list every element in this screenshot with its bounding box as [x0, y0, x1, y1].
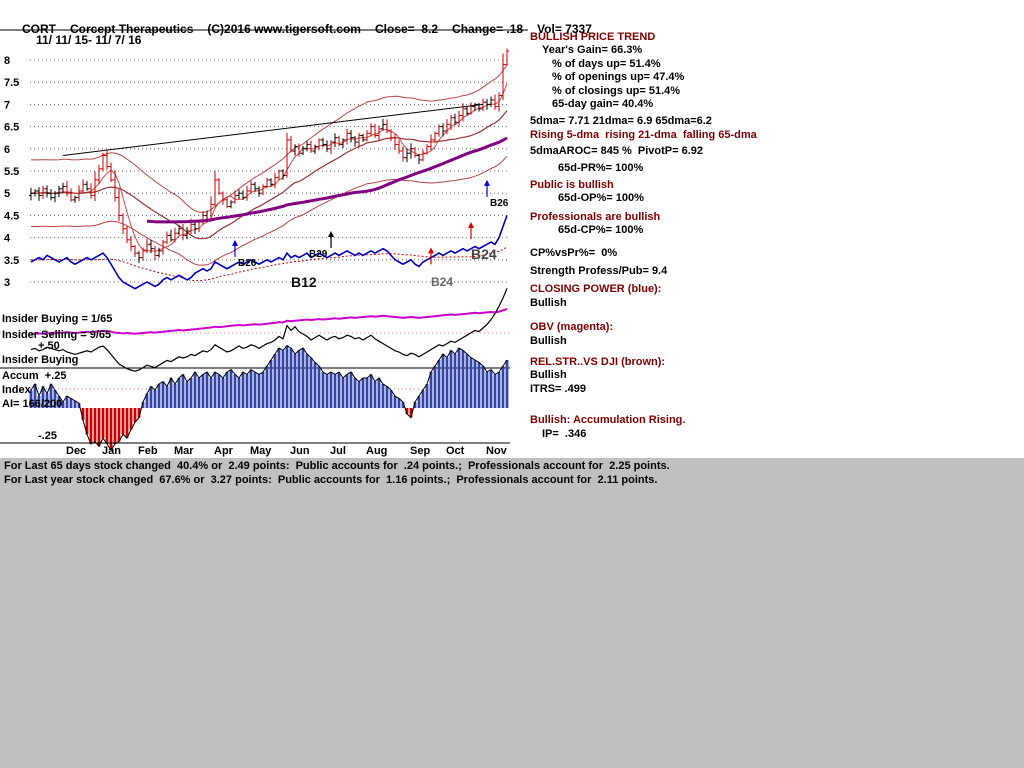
svg-text:4.5: 4.5	[4, 210, 19, 222]
plus-50-scale-label: +.50	[38, 340, 60, 352]
insider-buying-label: Insider Buying	[2, 354, 79, 366]
svg-text:4: 4	[4, 233, 11, 245]
analysis-line: Bullish	[530, 369, 567, 382]
analysis-line: Bullish	[530, 296, 567, 309]
index-label: Index	[2, 384, 31, 396]
svg-text:6.5: 6.5	[4, 122, 19, 134]
analysis-line: Professionals are bullish	[530, 210, 661, 223]
close-value: Close= 8.2	[374, 22, 439, 36]
svg-text:Mar: Mar	[174, 445, 194, 457]
analysis-line: 5dmaAROC= 845 % PivotP= 6.92	[530, 145, 704, 158]
minus-25-scale-label: -.25	[38, 430, 57, 442]
ticker-symbol: CORT	[22, 22, 57, 36]
change-value: Change= .18	[452, 22, 524, 36]
svg-text:Jun: Jun	[290, 445, 310, 457]
svg-text:3: 3	[4, 277, 10, 289]
svg-text:Dec: Dec	[66, 445, 86, 457]
svg-text:3.5: 3.5	[4, 255, 19, 267]
svg-text:B26: B26	[490, 198, 509, 209]
svg-text:5.5: 5.5	[4, 166, 19, 178]
volume-value: Vol= 7337	[537, 22, 592, 36]
summary-footer: For Last 65 days stock changed 40.4% or …	[4, 459, 1022, 487]
analysis-line: IP= .346	[542, 427, 587, 440]
svg-text:7: 7	[4, 99, 10, 111]
summary-line-65day: For Last 65 days stock changed 40.4% or …	[4, 460, 670, 472]
svg-text:8: 8	[4, 55, 10, 67]
svg-text:Feb: Feb	[138, 445, 158, 457]
analysis-line: 65-day gain= 40.4%	[552, 98, 654, 110]
analysis-line: Year's Gain= 66.3%	[542, 44, 643, 57]
svg-text:Nov: Nov	[486, 445, 508, 457]
analysis-line: BULLISH PRICE TREND	[530, 31, 656, 43]
analysis-line: 65d-OP%= 100%	[558, 192, 644, 205]
price-chart: 8 7.5 7 6.5 6 5.5 5 4.5 4 3.5 3 Dec Jan Feb Mar Apr May J…	[0, 29, 528, 457]
svg-text:7.5: 7.5	[4, 77, 19, 89]
svg-text:Sep: Sep	[410, 445, 430, 457]
copyright: (C)2016 www.tigersoft.com	[207, 22, 361, 36]
analysis-line: ITRS= .499	[530, 382, 586, 395]
svg-text:Apr: Apr	[214, 445, 234, 457]
analysis-line: 5dma= 7.71 21dma= 6.9 65dma=6.2	[530, 115, 712, 128]
svg-text:Jan: Jan	[102, 445, 121, 457]
analysis-line: CLOSING POWER (blue):	[530, 283, 662, 296]
svg-text:B24: B24	[471, 246, 497, 262]
analysis-line: REL.STR..VS DJI (brown):	[530, 356, 666, 368]
insider-selling-ratio-label: Insider Selling = 9/65	[2, 329, 112, 341]
analysis-line: Bullish	[530, 334, 567, 347]
accumulation-index-reading: AI= 166/200	[2, 398, 63, 410]
analysis-line: Strength Profess/Pub= 9.4	[530, 265, 668, 277]
svg-text:B29: B29	[309, 249, 328, 260]
insider-buying-ratio-label: Insider Buying = 1/65	[2, 313, 113, 325]
date-range-label: 11/ 11/ 15- 11/ 7/ 16	[36, 33, 142, 47]
summary-line-year: For Last year stock changed 67.6% or 3.2…	[4, 474, 658, 486]
analysis-line: Rising 5-dma rising 21-dma falling 65-dm…	[530, 128, 757, 141]
svg-text:Aug: Aug	[366, 445, 387, 457]
analysis-line: Bullish: Accumulation Rising.	[530, 414, 686, 427]
analysis-line: CP%vsPr%= 0%	[530, 246, 618, 259]
svg-text:Jul: Jul	[330, 445, 346, 457]
analysis-line: 65d-PR%= 100%	[558, 161, 644, 174]
analysis-line: % of closings up= 51.4%	[552, 84, 681, 97]
analysis-panel: BULLISH PRICE TREND Year's Gain= 66.3%% o…	[530, 0, 1024, 458]
accum-plus-25-label: Accum +.25	[2, 370, 67, 382]
analysis-line: % of days up= 51.4%	[552, 57, 661, 70]
svg-text:Oct: Oct	[446, 445, 465, 457]
analysis-line: OBV (magenta):	[530, 321, 614, 334]
svg-text:May: May	[250, 445, 272, 457]
svg-text:5: 5	[4, 188, 10, 200]
svg-text:B26: B26	[238, 258, 257, 269]
company-name: Corcept Therapeutics	[70, 22, 194, 36]
svg-text:B12: B12	[291, 274, 317, 290]
analysis-line: % of openings up= 47.4%	[552, 71, 685, 84]
svg-text:B24: B24	[431, 275, 453, 289]
analysis-line: Public is bullish	[530, 179, 614, 191]
chart-area: 8 7.5 7 6.5 6 5.5 5 4.5 4 3.5 3 Dec Jan Feb Mar Apr May J…	[0, 0, 1024, 458]
chart-header: CORT Corcept Therapeutics (C)2016 www.tige…	[2, 8, 606, 50]
analysis-line: 65d-CP%= 100%	[558, 224, 644, 237]
svg-text:6: 6	[4, 144, 10, 156]
